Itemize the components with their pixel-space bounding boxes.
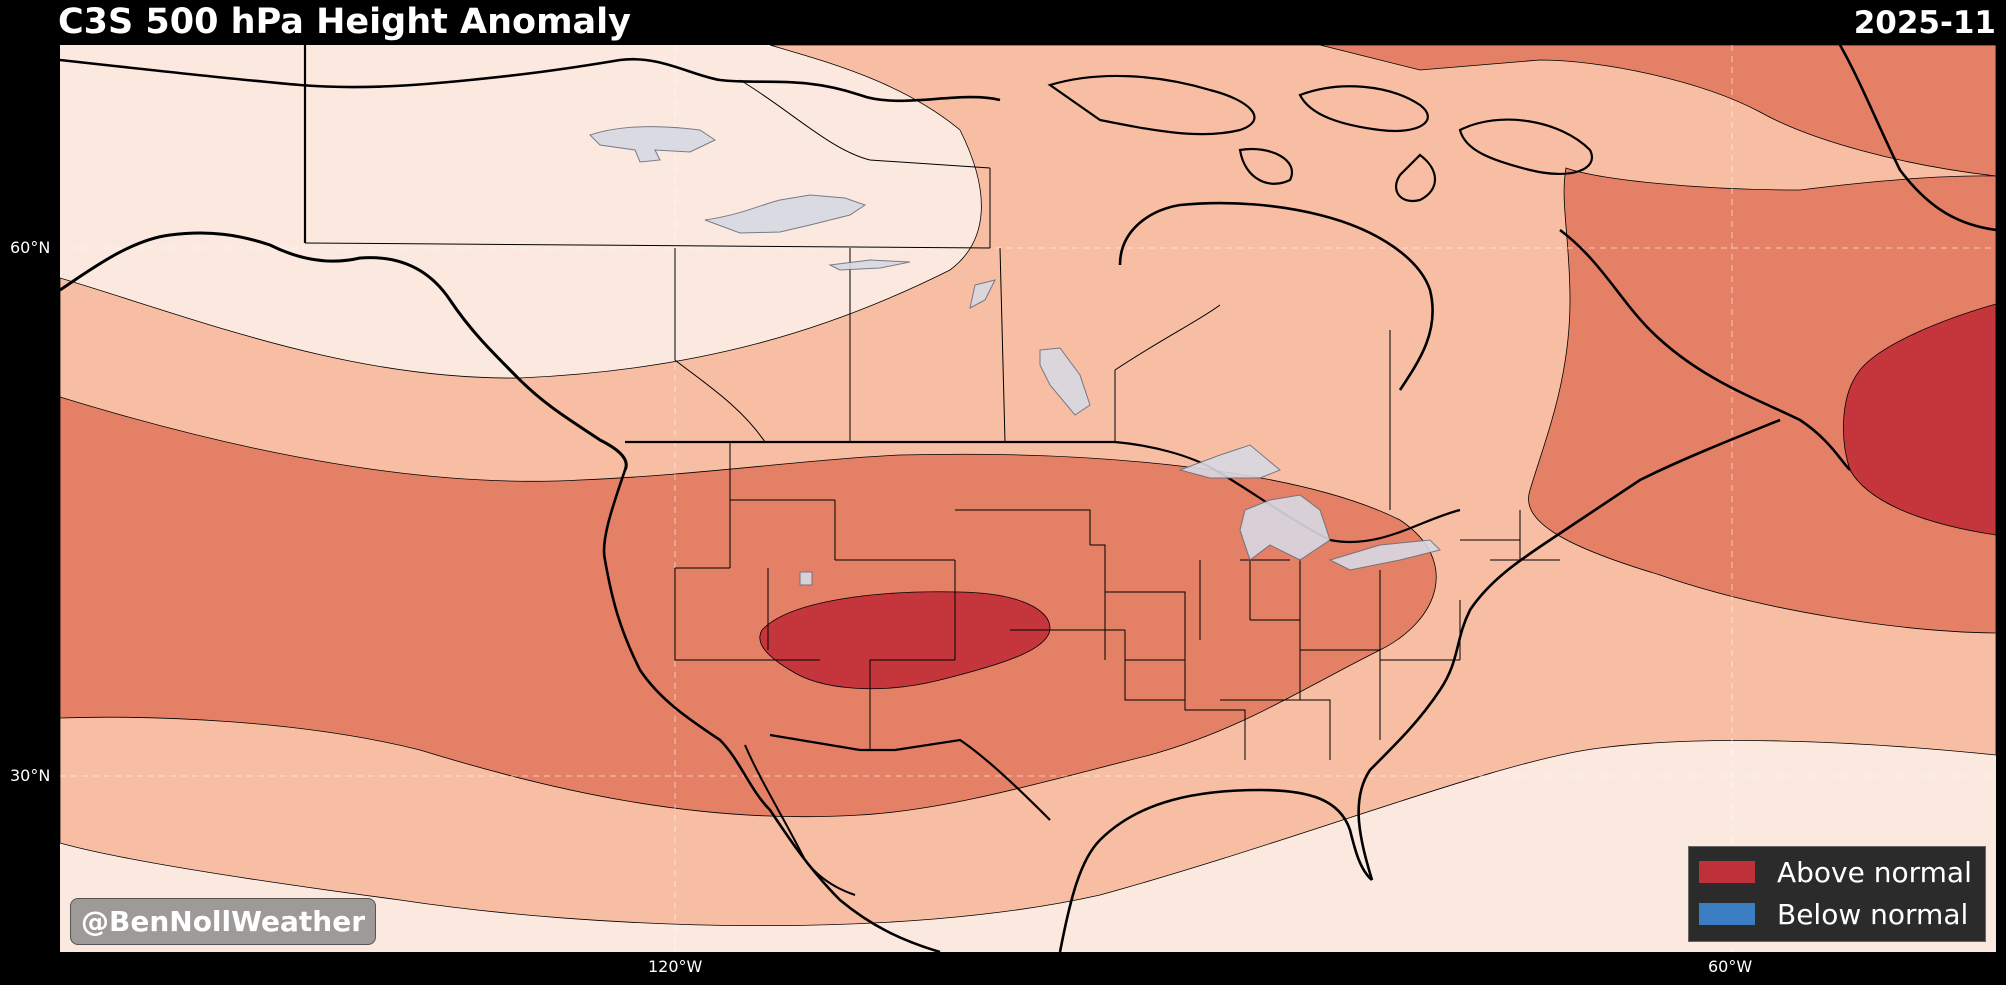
lake-salt [799,571,813,586]
coastline-hudson-bay [1118,201,1434,391]
coastline-gulf [1058,788,1373,952]
legend-swatch-below [1699,903,1755,925]
anomaly-level-3-southwest [759,591,1051,690]
coastline-baja [744,744,856,896]
legend: Above normal Below normal [1688,846,1986,942]
anomaly-level-2 [60,396,1437,818]
map-date: 2025-11 [1853,5,1996,41]
lake-athabasca [828,259,911,271]
anomaly-map [60,45,1996,952]
lake-great-slave [704,194,867,234]
legend-swatch-above [1699,861,1755,883]
lake-superior [1178,444,1281,479]
coastline-west [602,469,941,952]
legend-label-above: Above normal [1777,855,1972,889]
lake-reindeer [969,279,996,309]
lake-winnipeg [1039,347,1091,416]
lake-michigan-huron [1239,494,1331,561]
legend-item-above: Above normal [1699,855,1972,889]
lake-erie-ontario [1328,539,1441,571]
legend-label-below: Below normal [1777,897,1969,931]
legend-item-below: Below normal [1699,897,1969,931]
lat-tick-30n: 30°N [10,766,51,785]
lake-great-bear [589,126,717,163]
coastline-east [1357,418,1781,881]
lon-tick-60w: 60°W [1708,957,1753,976]
anomaly-level-3-atlantic [1843,303,1996,536]
coastline-arctic [60,57,1001,103]
coastline-labrador [1559,228,1851,471]
anomaly-level-2-east [1528,167,1996,634]
watermark-label: @BenNollWeather [70,898,377,945]
anomaly-level-2-northeast [1319,45,1996,177]
lat-tick-60n: 60°N [10,238,51,257]
coastline-alaska [60,231,628,471]
lon-tick-120w: 120°W [648,957,703,976]
coastline-greenland [1838,45,1996,232]
border-us-mexico [769,733,1051,821]
map-title: C3S 500 hPa Height Anomaly [58,2,631,42]
